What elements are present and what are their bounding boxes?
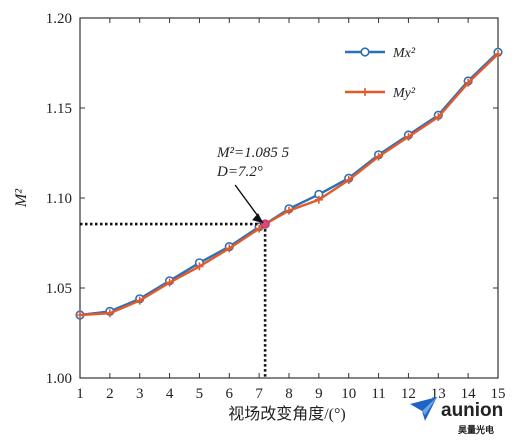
annotation-d-value: D=7.2° (216, 164, 263, 180)
annotation-arrowhead (252, 213, 264, 224)
y-tick-label: 1.05 (46, 281, 72, 297)
legend-item-mx2: Mx² (345, 46, 416, 61)
x-axis-label: 视场改变角度/(°) (228, 405, 346, 423)
data-point (314, 195, 323, 204)
x-tick-label: 5 (196, 386, 204, 402)
data-point (255, 224, 264, 233)
legend-marker (360, 47, 370, 57)
data-point (404, 132, 413, 141)
axes: 1 2 3 4 5 6 7 8 9 10 11 12 13 14 151.001.051.101.151.2… (46, 11, 506, 402)
x-tick-label: 10 (341, 386, 356, 402)
paper-plane-icon (410, 397, 437, 421)
x-tick-label: 4 (166, 386, 174, 402)
x-tick-label: 2 (106, 386, 114, 402)
x-tick-label: 1 (76, 386, 84, 402)
series-my2 (76, 50, 502, 319)
x-tick-label: 15 (491, 386, 506, 402)
data-point (76, 311, 84, 319)
data-point (285, 206, 293, 215)
paper-plane-fold-icon (422, 397, 437, 415)
y-tick-label: 1.20 (46, 11, 72, 27)
legend-item-my2: My² (345, 86, 416, 101)
series-line (79, 53, 499, 317)
x-tick-label: 9 (315, 386, 323, 402)
series-group (75, 47, 503, 320)
annotation-m2-value: M²=1.085 5 (216, 145, 290, 161)
watermark-logo: aunion 昊量光电 (410, 397, 503, 435)
legend-marker (361, 88, 369, 96)
x-tick-label: 3 (136, 386, 144, 402)
x-tick-label: 8 (285, 386, 293, 402)
y-tick-label: 1.00 (46, 371, 72, 387)
data-point (195, 262, 204, 271)
x-tick-label: 14 (461, 386, 477, 402)
plot-frame (79, 17, 499, 379)
watermark-brand: aunion (441, 400, 503, 421)
data-point (494, 50, 502, 58)
annotation-group (80, 184, 270, 378)
data-point (374, 152, 383, 161)
data-point (464, 78, 473, 87)
y-tick-label: 1.15 (46, 101, 72, 117)
legend-label: My² (392, 86, 416, 101)
data-point (225, 244, 234, 253)
data-point (165, 278, 174, 287)
watermark-sub: 昊量光电 (458, 424, 494, 435)
data-point (344, 176, 353, 184)
x-tick-label: 11 (371, 386, 385, 402)
data-point (135, 296, 144, 305)
legend: Mx² My² (345, 46, 416, 101)
data-point (105, 309, 114, 318)
series-line (79, 51, 499, 317)
x-tick-label: 7 (255, 386, 263, 402)
y-axis-label: M² (13, 188, 30, 208)
x-tick-label: 6 (226, 386, 234, 402)
series-mx2 (75, 47, 503, 320)
data-point (434, 113, 443, 121)
y-tick-label: 1.10 (46, 191, 72, 207)
legend-label: Mx² (392, 46, 416, 61)
x-tick-label: 12 (401, 386, 416, 402)
